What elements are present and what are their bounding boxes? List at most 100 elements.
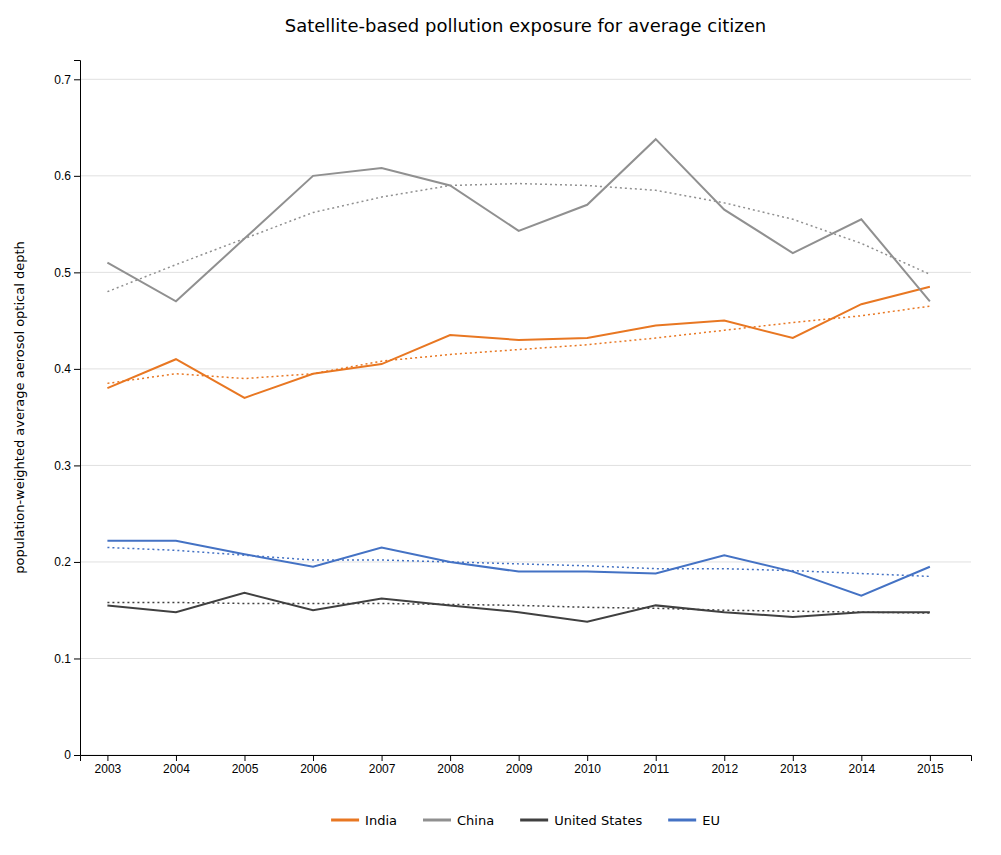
legend-label: China — [457, 813, 494, 828]
x-tick-label: 2007 — [369, 762, 396, 776]
x-tick-label: 2008 — [437, 762, 464, 776]
x-tick: 2011 — [643, 755, 669, 776]
chart: Satellite-based pollution exposure for a… — [0, 0, 1001, 855]
line — [107, 139, 929, 301]
grid-line — [80, 175, 971, 176]
y-tick: 0.4 — [54, 362, 80, 376]
y-tick-label: 0.3 — [54, 459, 71, 473]
grid-line — [80, 561, 971, 562]
legend-label: EU — [702, 813, 720, 828]
title: Satellite-based pollution exposure for a… — [285, 15, 767, 36]
x-tick: 2003 — [95, 755, 122, 776]
y-axis-line — [74, 61, 81, 756]
y-tick-mark — [74, 562, 80, 563]
legend-label: India — [365, 813, 397, 828]
y-axis: 0 0.1 0.2 0.3 0.4 0.5 0.6 0.7 — [54, 61, 80, 763]
x-tick-mark — [793, 755, 794, 761]
y-tick-mark — [74, 755, 80, 756]
y-tick-label: 0.5 — [54, 266, 71, 280]
y-tick: 0.7 — [54, 73, 80, 87]
x-tick-mark — [176, 755, 177, 761]
x-tick-mark — [724, 755, 725, 761]
y-tick-label: 0.7 — [54, 73, 71, 87]
x-tick-label: 2003 — [95, 762, 122, 776]
trend-line — [107, 184, 929, 292]
x-tick-label: 2009 — [506, 762, 533, 776]
x-tick: 2005 — [232, 755, 259, 776]
legend-label: United States — [554, 813, 642, 828]
x-tick-label: 2011 — [643, 762, 669, 776]
x-tick-mark — [382, 755, 383, 761]
x-tick-mark — [930, 755, 931, 761]
legend-swatch — [668, 819, 696, 822]
y-tick: 0.5 — [54, 266, 80, 280]
x-tick: 2008 — [437, 755, 464, 776]
x-tick: 2012 — [711, 755, 738, 776]
x-tick-mark — [450, 755, 451, 761]
y-tick-mark — [74, 465, 80, 466]
x-tick-label: 2010 — [574, 762, 601, 776]
plot-area — [107, 139, 929, 622]
line — [107, 593, 929, 622]
y-axis-label: population-weighted average aerosol opti… — [12, 241, 27, 574]
x-tick-label: 2006 — [300, 762, 327, 776]
x-tick: 2010 — [574, 755, 601, 776]
legend-item: United States — [520, 813, 642, 828]
x-tick-mark — [519, 755, 520, 761]
legend-item: China — [423, 813, 494, 828]
x-tick-label: 2015 — [917, 762, 944, 776]
y-tick-mark — [74, 176, 80, 177]
x-tick-mark — [587, 755, 588, 761]
x-tick: 2004 — [163, 755, 190, 776]
y-tick-label: 0 — [64, 748, 71, 762]
grid — [80, 79, 971, 755]
x-tick-mark — [861, 755, 862, 761]
y-tick-mark — [74, 658, 80, 659]
grid-line — [80, 272, 971, 273]
y-tick-label: 0.6 — [54, 169, 71, 183]
x-tick-mark — [313, 755, 314, 761]
x-axis-line — [81, 756, 972, 762]
trend-line — [107, 602, 929, 613]
x-axis: 2003 2004 2005 2006 2007 2008 2009 2010 2011 2012… — [81, 755, 972, 776]
grid-line — [80, 368, 971, 369]
x-tick-label: 2014 — [848, 762, 875, 776]
x-tick: 2015 — [917, 755, 944, 776]
grid-line — [80, 465, 971, 466]
x-tick-label: 2005 — [232, 762, 259, 776]
y-tick: 0.6 — [54, 169, 80, 183]
x-tick: 2009 — [506, 755, 533, 776]
grid-line — [80, 658, 971, 659]
legend-item: India — [331, 813, 397, 828]
line — [107, 541, 929, 596]
x-tick-mark — [107, 755, 108, 761]
x-tick-label: 2013 — [780, 762, 807, 776]
line — [107, 287, 929, 398]
legend-item: EU — [668, 813, 720, 828]
x-tick-mark — [244, 755, 245, 761]
y-tick: 0 — [64, 748, 80, 762]
x-tick-mark — [656, 755, 657, 761]
y-tick-mark — [74, 369, 80, 370]
y-tick: 0.1 — [54, 652, 80, 666]
y-tick-label: 0.1 — [54, 652, 71, 666]
y-tick: 0.3 — [54, 459, 80, 473]
legend-swatch — [520, 819, 548, 822]
legend: India China United States EU — [331, 813, 720, 828]
trend-line — [107, 306, 929, 383]
x-tick-label: 2012 — [711, 762, 738, 776]
grid-line — [80, 79, 971, 80]
y-tick-label: 0.2 — [54, 555, 71, 569]
y-tick-label: 0.4 — [54, 362, 71, 376]
x-tick-label: 2004 — [163, 762, 190, 776]
x-tick: 2007 — [369, 755, 396, 776]
legend-swatch — [331, 819, 359, 822]
x-tick: 2014 — [848, 755, 875, 776]
legend-swatch — [423, 819, 451, 822]
x-tick: 2006 — [300, 755, 327, 776]
y-tick-mark — [74, 79, 80, 80]
trend-line — [107, 547, 929, 576]
y-tick-mark — [74, 272, 80, 273]
x-tick: 2013 — [780, 755, 807, 776]
y-tick: 0.2 — [54, 555, 80, 569]
